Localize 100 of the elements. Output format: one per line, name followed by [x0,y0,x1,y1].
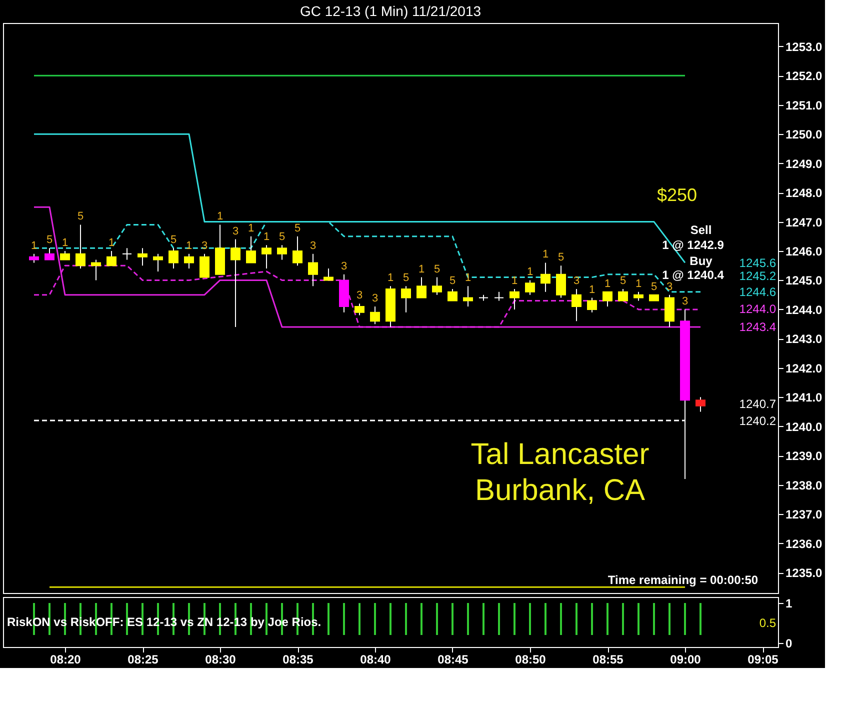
annotation: 1 [248,222,254,234]
y-tick-label: 1250.0 [786,128,823,142]
annotation: 1240.7 [739,397,776,411]
annotation: Tal Lancaster [470,438,650,471]
candlestick [525,280,535,296]
y-tick-label: 1238.0 [786,478,823,492]
y-tick-label: 1244.0 [786,302,823,317]
x-tick-label: 08:30 [205,652,236,666]
y-tick-label: 1239.0 [786,449,823,464]
candlestick [556,265,566,298]
candlestick [91,259,101,281]
candlestick [246,236,256,264]
annotation: 5 [46,234,53,246]
annotation: 1 [216,210,224,223]
candlestick [463,286,473,308]
annotation: 1244.6 [739,285,776,299]
annotation: 0.5 [759,616,776,630]
annotation: 5 [170,234,177,246]
candlestick [230,238,240,328]
annotation: 5 [294,222,301,234]
annotation: 3 [356,290,363,302]
y-tick-label: 1247.0 [786,215,823,230]
x-tick-label: 09:05 [748,652,779,666]
y-tick-label: 1236.0 [786,536,823,551]
annotation: 1 [263,231,270,244]
annotation: 5 [402,272,410,284]
annotation: 1 [30,240,38,252]
annotation: 1 @ 1242.9 [662,238,724,252]
annotation: 5 [278,231,286,244]
y-tick-label: 1249.0 [786,156,823,171]
annotation: Buy [690,254,713,268]
annotation: 3 [232,225,239,238]
x-tick-label: 08:55 [592,652,624,666]
annotation: 1245.2 [739,269,776,283]
y-tick-label: 1243.0 [786,332,823,346]
y-tick-label: 1248.0 [786,186,823,200]
annotation: Burbank, CA [474,474,646,507]
candlestick [122,248,132,260]
candlestick [448,288,458,302]
candlestick [572,288,582,322]
candlestick [370,306,380,325]
annotation: 1 [108,237,115,249]
candlestick [416,276,426,298]
annotation: 3 [372,292,378,305]
annotation: 1244.0 [739,302,776,316]
candlestick [76,224,86,270]
x-tick-label: 08:45 [438,652,469,666]
y-tick-label: 1246.0 [786,244,823,258]
candlestick [277,244,287,260]
x-tick-label: 08:50 [515,652,546,666]
annotation: 1 [588,284,596,296]
annotation: 5 [558,252,564,264]
annotation: 5 [449,275,456,287]
annotation: 1 [511,275,518,287]
annotation: 1 [387,272,394,284]
candlestick [184,253,194,270]
candlestick [602,291,612,308]
y-tick-label: 1245.0 [786,274,823,288]
chart-title: GC 12-13 (1 Min) 11/21/2013 [300,3,482,19]
x-tick-label: 08:25 [128,652,159,666]
annotation: 1 [464,272,472,284]
annotation: 1245.6 [739,256,776,270]
annotation: Time remaining = 00:00:50 [608,573,758,587]
y-tick-label: 1251.0 [786,98,823,112]
annotation: 1 [62,237,68,249]
candlestick [324,268,334,281]
annotation: 5 [620,275,626,287]
candlestick [262,244,272,270]
candlestick [540,262,550,292]
candlestick [200,253,210,278]
x-tick-label: 09:00 [670,652,702,666]
annotation: 1 [526,266,534,278]
candlestick [106,250,116,266]
candlestick [308,253,318,287]
annotation: 3 [666,280,673,293]
x-tick-label: 08:40 [360,652,392,666]
x-tick-label: 08:20 [50,652,82,666]
candlestick [401,286,411,313]
y-tick-label: 1241.0 [786,390,823,405]
annotation: 1 [604,278,611,290]
y-tick-label: 1237.0 [786,508,823,522]
candlestick [292,236,302,266]
annotation: 1 [418,263,425,276]
y-tick-label: 0 [786,636,792,650]
annotation: 3 [310,240,316,252]
candlestick [138,248,148,266]
annotation: 3 [340,260,348,272]
candlestick [618,288,628,302]
candlestick [510,288,520,310]
annotation: 3 [573,275,580,287]
y-tick-label: 1253.0 [786,40,823,54]
annotation: 1 @ 1240.4 [662,268,724,282]
candlestick [168,248,178,270]
annotation: 5 [650,280,658,293]
x-tick-label: 08:35 [282,652,314,666]
annotation: Sell [690,223,712,237]
y-tick-label: 1242.0 [786,361,823,376]
candlestick [587,297,597,313]
annotation: $250 [656,185,698,205]
annotation: 1 [542,248,549,261]
